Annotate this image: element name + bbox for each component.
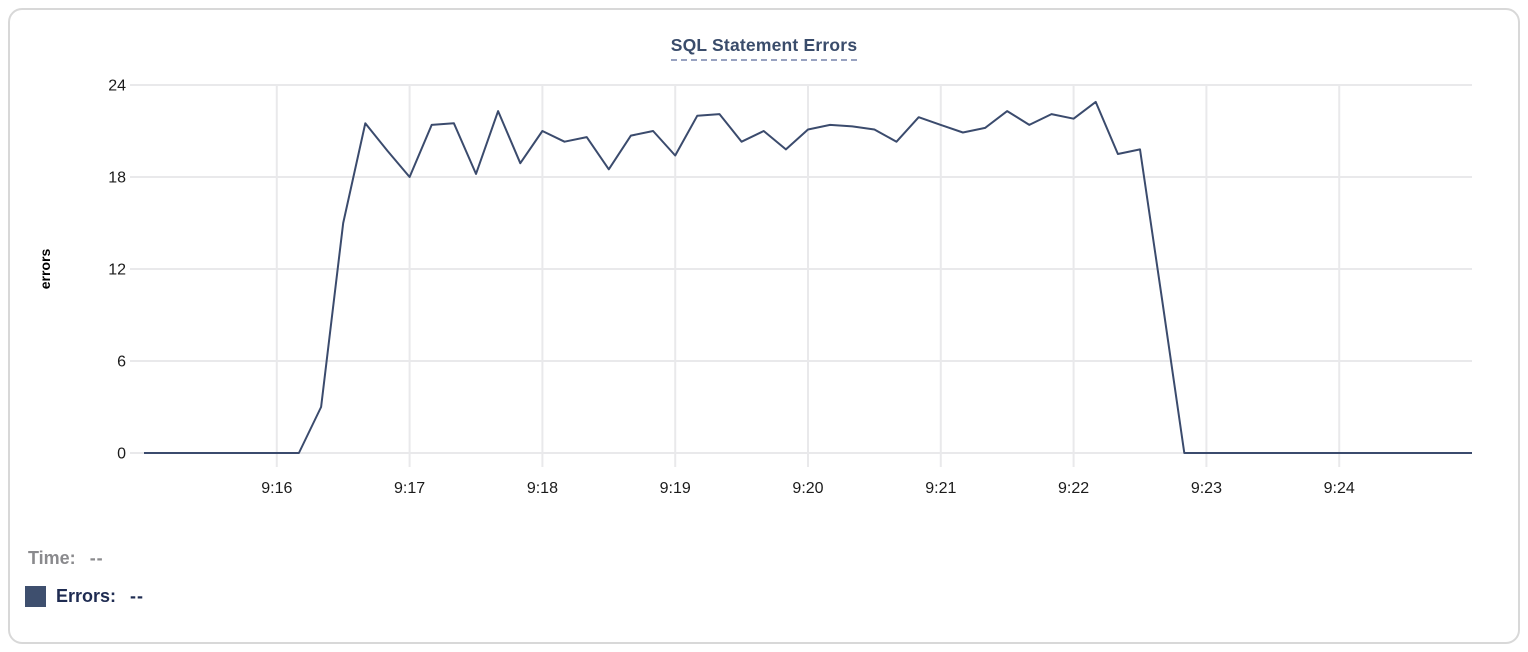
y-axis-title: errors: [37, 249, 53, 290]
tooltip-time-row: Time: --: [28, 547, 104, 569]
svg-text:9:17: 9:17: [394, 480, 425, 497]
svg-text:6: 6: [117, 354, 126, 371]
errors-series-swatch: [25, 585, 46, 607]
errors-line-series[interactable]: [144, 100, 1472, 454]
x-axis-labels: 9:16 9:17 9:18 9:19 9:20 9:21 9:22 9:23 9:24: [261, 480, 1355, 497]
tooltip-errors-row: Errors: --: [25, 585, 144, 607]
grid-lines: [130, 84, 1472, 467]
svg-text:9:18: 9:18: [527, 480, 558, 497]
svg-text:9:22: 9:22: [1058, 480, 1089, 497]
svg-text:9:20: 9:20: [792, 480, 823, 497]
time-label: Time:: [28, 548, 76, 568]
errors-label: Errors:: [56, 586, 117, 606]
svg-text:9:19: 9:19: [660, 480, 691, 497]
svg-text:18: 18: [108, 170, 126, 187]
chart-card: SQL Statement Errors 0 6 12 18 24 9:16 9:17 9:1…: [8, 8, 1520, 644]
y-axis-labels: 0 6 12 18 24: [108, 78, 126, 463]
time-value: --: [89, 548, 104, 568]
chart-header: SQL Statement Errors: [10, 35, 1518, 61]
svg-text:24: 24: [108, 78, 126, 95]
svg-text:9:21: 9:21: [925, 480, 956, 497]
errors-value: --: [130, 586, 145, 606]
svg-text:9:23: 9:23: [1191, 480, 1222, 497]
svg-text:12: 12: [108, 262, 126, 279]
svg-text:0: 0: [117, 446, 126, 463]
svg-text:9:24: 9:24: [1324, 480, 1355, 497]
chart-title[interactable]: SQL Statement Errors: [670, 35, 858, 61]
sql-errors-line-chart[interactable]: 0 6 12 18 24 9:16 9:17 9:18 9:19 9:20 9:21 9:22 9:23…: [10, 10, 1520, 515]
svg-text:9:16: 9:16: [261, 480, 292, 497]
